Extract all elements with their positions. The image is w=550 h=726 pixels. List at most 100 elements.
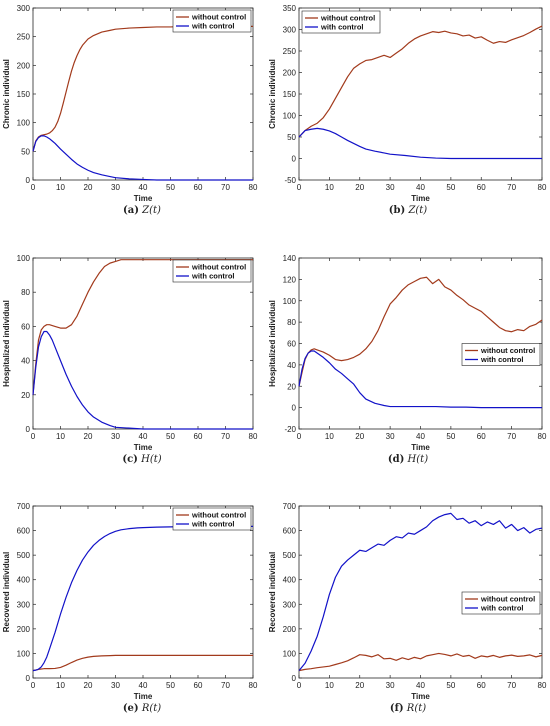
caption-f-label: (f)	[389, 703, 404, 714]
x-tick-label: 40	[416, 681, 425, 690]
y-tick-label: 0	[26, 176, 31, 185]
x-tick-label: 0	[297, 432, 302, 441]
x-tick-label: 10	[56, 681, 65, 690]
chart-b: 0 10 20 30 40 50 60 70 80-5005010015020025030035…	[268, 4, 547, 203]
y-tick-label: 60	[287, 340, 296, 349]
x-tick-label: 70	[507, 432, 516, 441]
x-tick-label: 30	[386, 183, 395, 192]
y-tick-label: 80	[21, 288, 30, 297]
y-tick-label: 300	[17, 4, 31, 13]
series-line-without-control	[32, 25, 253, 152]
x-tick-label: 70	[221, 681, 230, 690]
caption-b-label: (b)	[388, 205, 406, 216]
legend-entry: with control	[480, 604, 524, 613]
x-tick-label: 20	[84, 183, 93, 192]
x-tick-label: 40	[416, 432, 425, 441]
y-tick-label: -20	[284, 425, 296, 434]
y-tick-label: 350	[283, 4, 297, 13]
y-tick-label: 100	[283, 297, 297, 306]
x-tick-label: 50	[166, 183, 175, 192]
legend-entry: without control	[480, 595, 535, 604]
x-tick-label: 20	[84, 681, 93, 690]
y-tick-label: 0	[26, 425, 31, 434]
legend-entry: with control	[191, 22, 235, 31]
x-axis-label: Time	[411, 692, 430, 701]
legend-box	[172, 259, 252, 283]
y-tick-label: 300	[283, 26, 297, 35]
y-tick-label: 400	[283, 576, 297, 585]
y-tick-label: 600	[17, 527, 31, 536]
chart-f: 0 10 20 30 40 50 60 70 80 0 100 200 300 400 500 600 700 T…	[268, 502, 547, 701]
y-tick-label: 100	[283, 112, 297, 121]
x-tick-label: 10	[56, 432, 65, 441]
y-tick-label: 250	[283, 47, 297, 56]
y-axis-label: Hospitalized individual	[268, 300, 277, 387]
y-tick-label: 50	[287, 133, 296, 142]
y-tick-label: 40	[287, 361, 296, 370]
y-tick-label: 300	[283, 600, 297, 609]
legend-entry: without control	[191, 263, 246, 272]
y-tick-label: 40	[21, 357, 30, 366]
legend-entry: without control	[191, 13, 246, 22]
y-tick-label: 0	[292, 674, 297, 683]
y-axis-label: Chronic individual	[2, 59, 11, 129]
y-tick-label: 20	[287, 382, 296, 391]
x-tick-label: 40	[416, 183, 425, 192]
x-tick-label: 10	[56, 183, 65, 192]
y-tick-label: 200	[17, 61, 31, 70]
y-tick-label: 700	[283, 502, 297, 511]
y-axis-label: Recovered individual	[2, 552, 11, 632]
x-tick-label: 20	[355, 432, 364, 441]
x-tick-label: 80	[249, 432, 258, 441]
x-tick-label: 0	[297, 681, 302, 690]
y-tick-label: 20	[21, 391, 30, 400]
plot-frame	[298, 7, 543, 181]
y-tick-label: 100	[17, 119, 31, 128]
x-tick-label: 30	[111, 681, 120, 690]
series-line-with-control	[298, 127, 542, 160]
y-tick-label: 0	[292, 155, 297, 164]
chart-a: 0 10 20 30 40 50 60 70 80 0 50 100 150 200 250 300 Time C…	[2, 4, 258, 203]
series-line-with-control	[32, 330, 253, 430]
y-tick-label: 80	[287, 318, 296, 327]
x-tick-label: 80	[249, 681, 258, 690]
y-tick-label: 100	[17, 254, 31, 263]
y-tick-label: 60	[21, 322, 30, 331]
x-tick-label: 70	[221, 183, 230, 192]
y-axis-label: Recovered individual	[268, 552, 277, 632]
x-tick-label: 50	[446, 432, 455, 441]
chart-c: 0 10 20 30 40 50 60 70 80 0 20 40 60 80 100 Time Hospita…	[2, 254, 258, 452]
y-tick-label: 250	[17, 33, 31, 42]
legend-entry: without control	[480, 346, 535, 355]
legend-box	[461, 343, 541, 366]
x-tick-label: 60	[194, 183, 203, 192]
x-tick-label: 70	[507, 681, 516, 690]
series-line-with-control	[32, 135, 253, 181]
caption-f: (f) R(t)	[308, 703, 508, 714]
series-line-with-control	[298, 512, 543, 672]
y-tick-label: 300	[17, 600, 31, 609]
plot-frame	[32, 257, 254, 430]
x-tick-label: 50	[166, 432, 175, 441]
caption-c-label: (c)	[122, 454, 138, 465]
y-tick-label: 0	[292, 404, 297, 413]
x-tick-label: 0	[31, 183, 36, 192]
caption-e: (e) R(t)	[42, 703, 242, 714]
plot-frame	[32, 7, 254, 181]
x-axis-label: Time	[411, 194, 430, 203]
x-tick-label: 30	[111, 183, 120, 192]
x-axis-label: Time	[134, 194, 153, 203]
legend-entry: without control	[191, 511, 246, 520]
y-tick-label: 500	[283, 551, 297, 560]
x-tick-label: 80	[538, 183, 547, 192]
series-line-with-control	[298, 350, 542, 409]
chart-e: 0 10 20 30 40 50 60 70 80 0 100 200 300 400 500 600 700 T…	[2, 502, 258, 701]
plot-frame	[32, 505, 254, 679]
x-tick-label: 70	[507, 183, 516, 192]
legend-entry: without control	[320, 14, 375, 23]
x-tick-label: 80	[249, 183, 258, 192]
